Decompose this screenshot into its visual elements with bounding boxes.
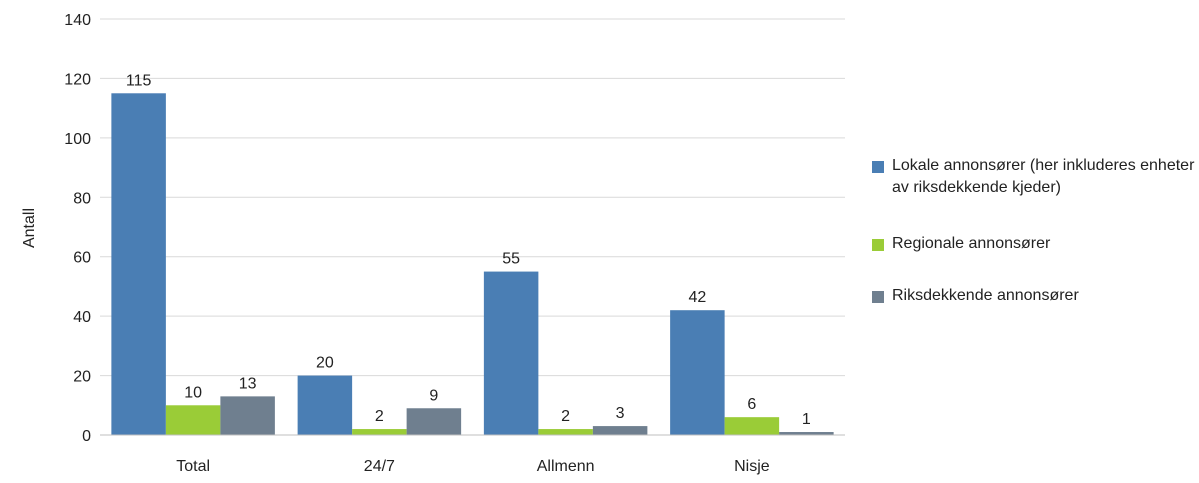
bar-total-series-0 <box>111 93 166 436</box>
gridlines <box>100 18 845 436</box>
bar-allmenn-series-2 <box>592 426 648 435</box>
data-label-nisje-series-0: 42 <box>688 289 706 306</box>
y-tick-label: 120 <box>64 71 91 88</box>
legend-swatch-riksdekkende <box>872 291 884 303</box>
data-label-24-7-series-0: 20 <box>316 355 334 372</box>
data-label-allmenn-series-2: 3 <box>616 405 625 422</box>
bar-nisje-series-1 <box>724 417 780 435</box>
y-axis-title: Antall <box>21 208 38 248</box>
y-axis-ticks: 0 20 40 60 80 100 120 140 <box>64 12 91 445</box>
legend-item-riksdekkende: Riksdekkende annonsører <box>872 285 1079 307</box>
bar-total-series-2 <box>220 396 275 435</box>
data-label-nisje-series-1: 6 <box>747 396 756 413</box>
data-label-nisje-series-2: 1 <box>802 411 811 428</box>
legend-swatch-lokale <box>872 161 884 173</box>
x-axis-ticks: Total 24/7 Allmenn Nisje <box>100 434 845 475</box>
legend-swatch-regionale <box>872 239 884 251</box>
y-tick-label: 0 <box>82 428 91 445</box>
data-label-total-series-0: 115 <box>126 72 152 89</box>
data-label-allmenn-series-1: 2 <box>561 408 570 425</box>
data-label-total-series-1: 10 <box>184 384 202 401</box>
bars <box>111 93 834 436</box>
bar-24-7-series-2 <box>406 408 462 435</box>
y-tick-label: 140 <box>64 12 91 29</box>
legend: Lokale annonsører (her inkluderes enhete… <box>872 155 1197 304</box>
data-label-allmenn-series-0: 55 <box>502 251 520 268</box>
bar-nisje-series-0 <box>670 310 725 435</box>
bar-allmenn-series-0 <box>483 271 539 435</box>
y-tick-label: 20 <box>73 369 91 386</box>
bar-total-series-1 <box>165 405 221 435</box>
data-label-total-series-2: 13 <box>239 375 257 392</box>
bar-24-7-series-0 <box>297 375 353 435</box>
y-tick-label: 100 <box>64 131 91 148</box>
bar-24-7-series-1 <box>352 429 407 435</box>
data-labels: 115 10 13 20 2 9 55 2 3 42 6 1 <box>126 72 811 428</box>
x-tick-label-allmenn: Allmenn <box>537 458 595 475</box>
bar-allmenn-series-1 <box>538 429 593 435</box>
legend-label-regionale: Regionale annonsører <box>892 235 1051 252</box>
legend-item-lokale: Lokale annonsører (her inkluderes enhete… <box>872 155 1197 199</box>
x-tick-label-24-7: 24/7 <box>364 458 395 475</box>
data-label-24-7-series-1: 2 <box>375 408 384 425</box>
legend-label-lokale: Lokale annonsører (her inkluderes enhete… <box>892 157 1195 196</box>
x-tick-label-total: Total <box>176 458 210 475</box>
x-tick-label-nisje: Nisje <box>734 458 770 475</box>
legend-label-riksdekkende: Riksdekkende annonsører <box>892 287 1079 304</box>
legend-item-regionale: Regionale annonsører <box>872 233 1050 255</box>
bar-nisje-series-2 <box>779 432 834 435</box>
y-tick-label: 40 <box>73 309 91 326</box>
y-tick-label: 80 <box>73 190 91 207</box>
y-tick-label: 60 <box>73 250 91 267</box>
data-label-24-7-series-2: 9 <box>429 387 438 404</box>
